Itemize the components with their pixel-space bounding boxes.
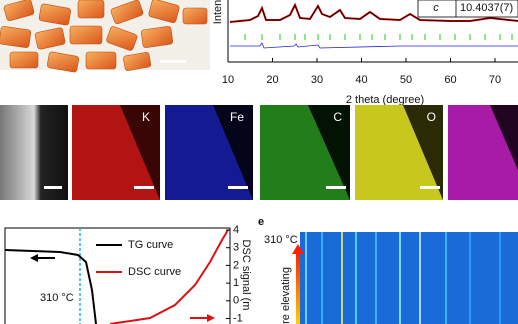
- y2-tick-label: 4: [233, 224, 239, 236]
- y2-tick-label: 3: [233, 242, 239, 254]
- thermal-plot: TG curve DSC curve 310 °C DSC signal (m …: [4, 224, 252, 324]
- crystal-photo: [0, 0, 210, 73]
- legend-label: TG curve: [128, 239, 173, 251]
- x-tick-label: 30: [311, 74, 323, 86]
- y2-tick-label: 1: [233, 277, 239, 289]
- element-label: C: [333, 110, 342, 124]
- x-tick-label: 50: [400, 74, 412, 86]
- heatmap: e 310 °C ture elevating: [258, 216, 518, 324]
- x-tick-label: 70: [489, 74, 501, 86]
- element-label: O: [427, 110, 436, 124]
- x-tick-label: 60: [444, 74, 456, 86]
- xrd-plot: c 10.4037(7) Inten 2 theta (degree) 10 20…: [212, 0, 518, 106]
- legend-label: DSC curve: [128, 266, 181, 278]
- y-axis-label: ture elevating: [280, 267, 292, 324]
- element-maps: K Fe C O: [0, 105, 518, 200]
- x-axis-label: 2 theta (degree): [346, 94, 424, 106]
- x-tick-label: 40: [355, 74, 367, 86]
- y2-tick-label: 0: [233, 295, 239, 307]
- y2-tick-label: -1: [233, 312, 243, 324]
- panel-label: e: [258, 216, 264, 228]
- temperature-label: 310 °C: [264, 234, 298, 246]
- temperature-label: 310 °C: [40, 292, 74, 304]
- element-label: K: [142, 110, 150, 124]
- y-axis-label: Inten: [212, 0, 224, 24]
- element-label: Fe: [230, 110, 244, 124]
- x-tick-label: 20: [266, 74, 278, 86]
- x-tick-label: 10: [222, 74, 234, 86]
- table-value: 10.4037(7): [460, 2, 513, 14]
- y2-axis-label: DSC signal (m: [240, 240, 252, 311]
- y2-tick-label: 2: [233, 259, 239, 271]
- table-param: c: [433, 2, 439, 14]
